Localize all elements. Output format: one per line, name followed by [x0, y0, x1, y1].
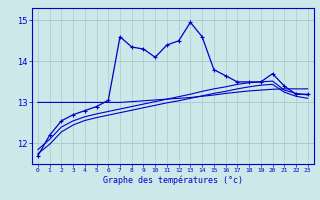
- X-axis label: Graphe des températures (°c): Graphe des températures (°c): [103, 176, 243, 185]
